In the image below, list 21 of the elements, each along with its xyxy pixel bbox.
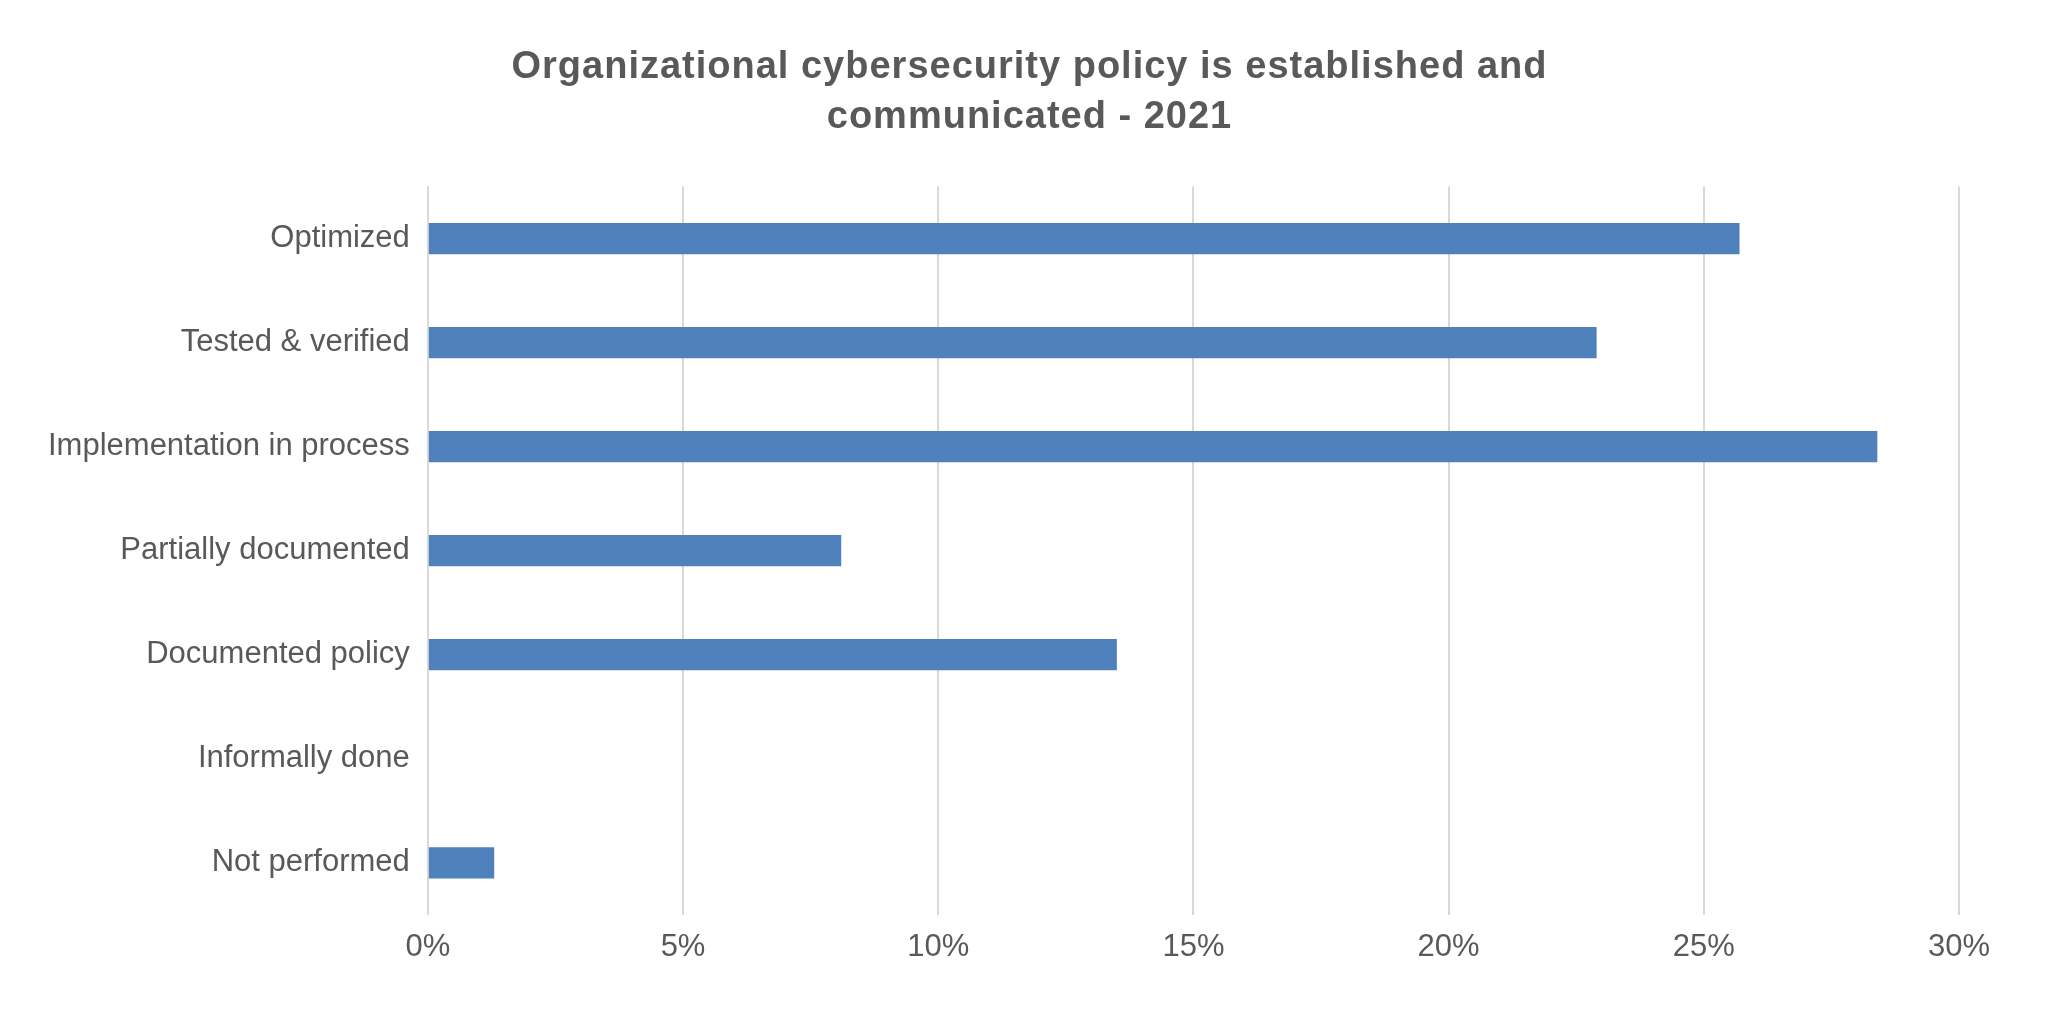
bar [428, 639, 1117, 671]
x-tick-label: 25% [1672, 927, 1735, 963]
bar [428, 535, 842, 567]
y-tick-label: Partially documented [120, 531, 410, 567]
y-tick-label: Documented policy [146, 635, 411, 671]
x-tick-label: 0% [405, 927, 451, 963]
bar [428, 327, 1597, 359]
x-tick-label: 30% [1927, 927, 1991, 963]
x-tick-label: 20% [1417, 927, 1480, 963]
y-tick-label: Informally done [197, 739, 410, 775]
chart-title: Organizational cybersecurity policy is established and communicated - 2021 [510, 43, 1549, 138]
x-tick-label: 5% [660, 927, 706, 963]
bar [428, 847, 495, 879]
y-tick-label: Optimized [270, 219, 410, 255]
bar [428, 223, 1740, 255]
x-tick-label: 10% [907, 927, 970, 963]
y-tick-label: Not performed [211, 843, 410, 879]
y-tick-label: Implementation in process [48, 427, 410, 463]
x-tick-label: 15% [1162, 927, 1225, 963]
y-tick-label: Tested & verified [180, 323, 410, 359]
bar [428, 431, 1878, 463]
